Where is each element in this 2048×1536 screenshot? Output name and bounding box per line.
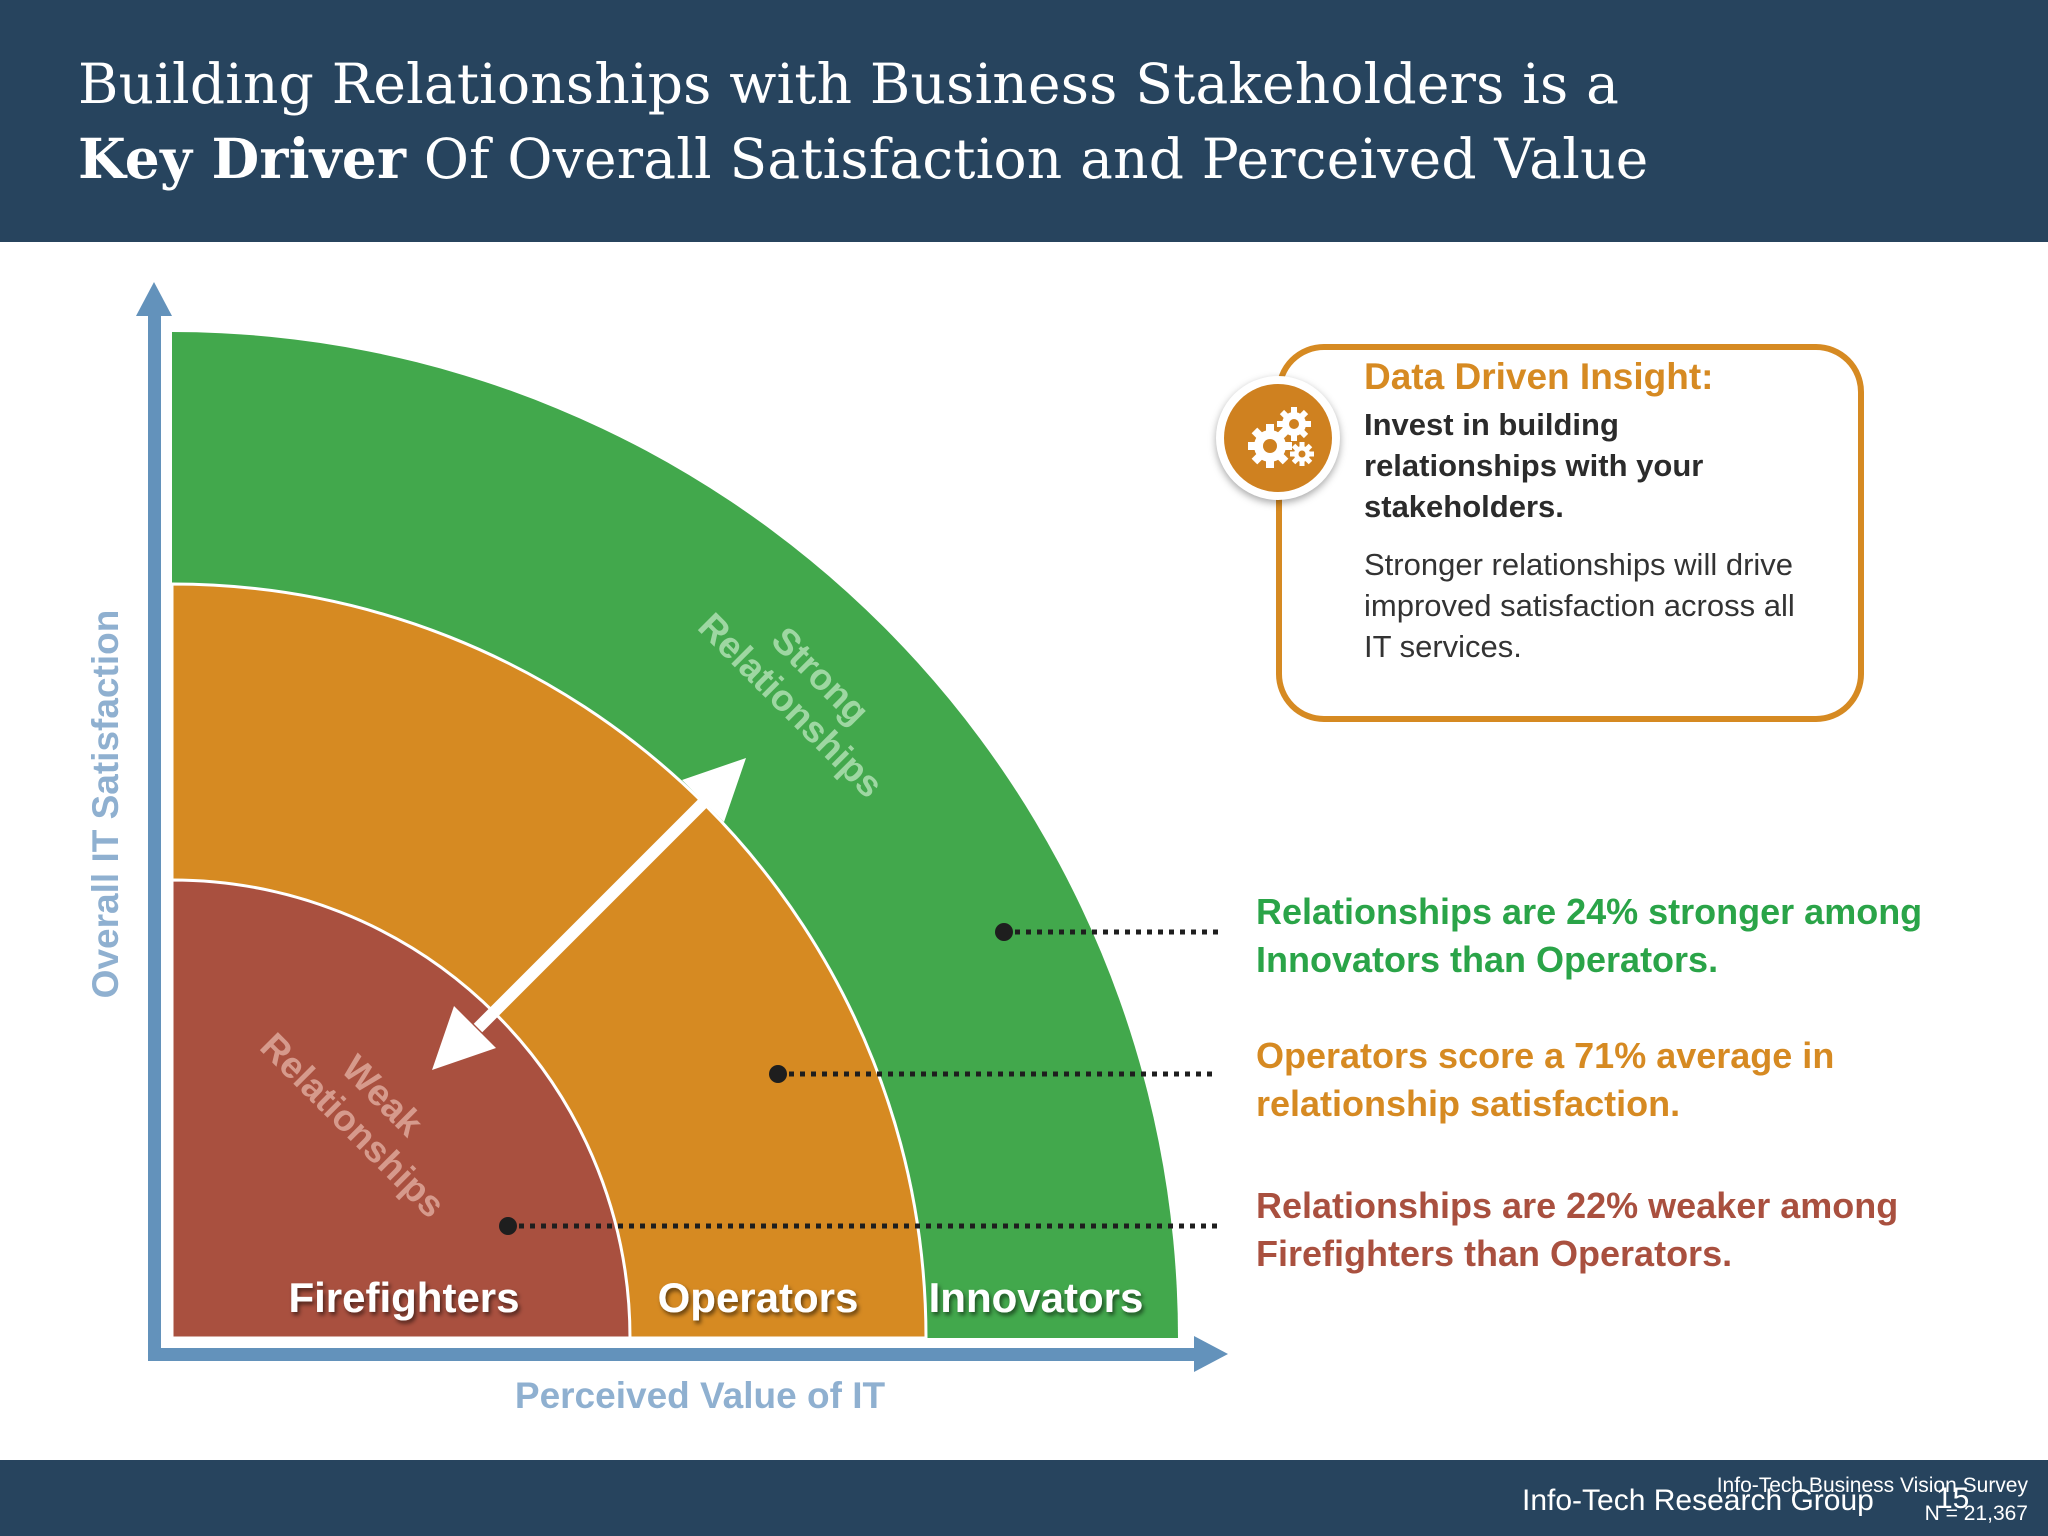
- band-label-operators: Operators: [658, 1274, 859, 1321]
- footer-company: Info-Tech Research Group: [1522, 1484, 1874, 1517]
- insight-body: Stronger relationships will drive improv…: [1364, 547, 1795, 664]
- insight-badge: [1216, 376, 1340, 500]
- x-axis-line: [148, 1348, 1198, 1361]
- gears-icon: [1224, 384, 1332, 492]
- footer-page-number: 15: [1936, 1482, 1970, 1515]
- relationship-arrowhead-down: [432, 1006, 496, 1070]
- insight-box: [1276, 344, 1864, 722]
- footer-bar: Info-Tech Research Group 15 Info-Tech Bu…: [0, 1460, 2048, 1536]
- band-label-innovators: Innovators: [929, 1274, 1144, 1321]
- y-axis-line: [148, 312, 161, 1360]
- x-axis-arrowhead: [1194, 1336, 1228, 1372]
- title-emphasis: Key Driver: [78, 126, 407, 191]
- y-axis-arrowhead: [136, 282, 172, 316]
- quadrant-diagram: Overall IT Satisfaction Perceived Value …: [85, 282, 1228, 1416]
- page-title-line-2: Key Driver Of Overall Satisfaction and P…: [78, 126, 1648, 191]
- insight-heading: Data Driven Insight:: [1364, 356, 1714, 397]
- relationship-arrow-shaft: [473, 797, 709, 1033]
- insight-key-message: Invest in building relationships with yo…: [1364, 407, 1704, 524]
- relationship-arrowhead-up: [682, 758, 746, 822]
- y-axis-label: Overall IT Satisfaction: [85, 610, 126, 999]
- header-bar: Building Relationships with Business Sta…: [0, 0, 2048, 242]
- callout-operators: Operators score a 71% average in relatio…: [1256, 1035, 1835, 1124]
- callout-innovators: Relationships are 24% stronger among Inn…: [1256, 891, 1923, 980]
- footer-sample-size: N = 21,367: [1924, 1502, 2028, 1525]
- title-line-2-rest: Of Overall Satisfaction and Perceived Va…: [406, 127, 1649, 191]
- callout-firefighters: Relationships are 22% weaker among Firef…: [1256, 1185, 1899, 1274]
- page-title-line-1: Building Relationships with Business Sta…: [78, 52, 1620, 116]
- footer-source: Info-Tech Business Vision Survey: [1716, 1474, 2028, 1497]
- x-axis-label: Perceived Value of IT: [515, 1375, 886, 1416]
- band-label-firefighters: Firefighters: [288, 1274, 519, 1321]
